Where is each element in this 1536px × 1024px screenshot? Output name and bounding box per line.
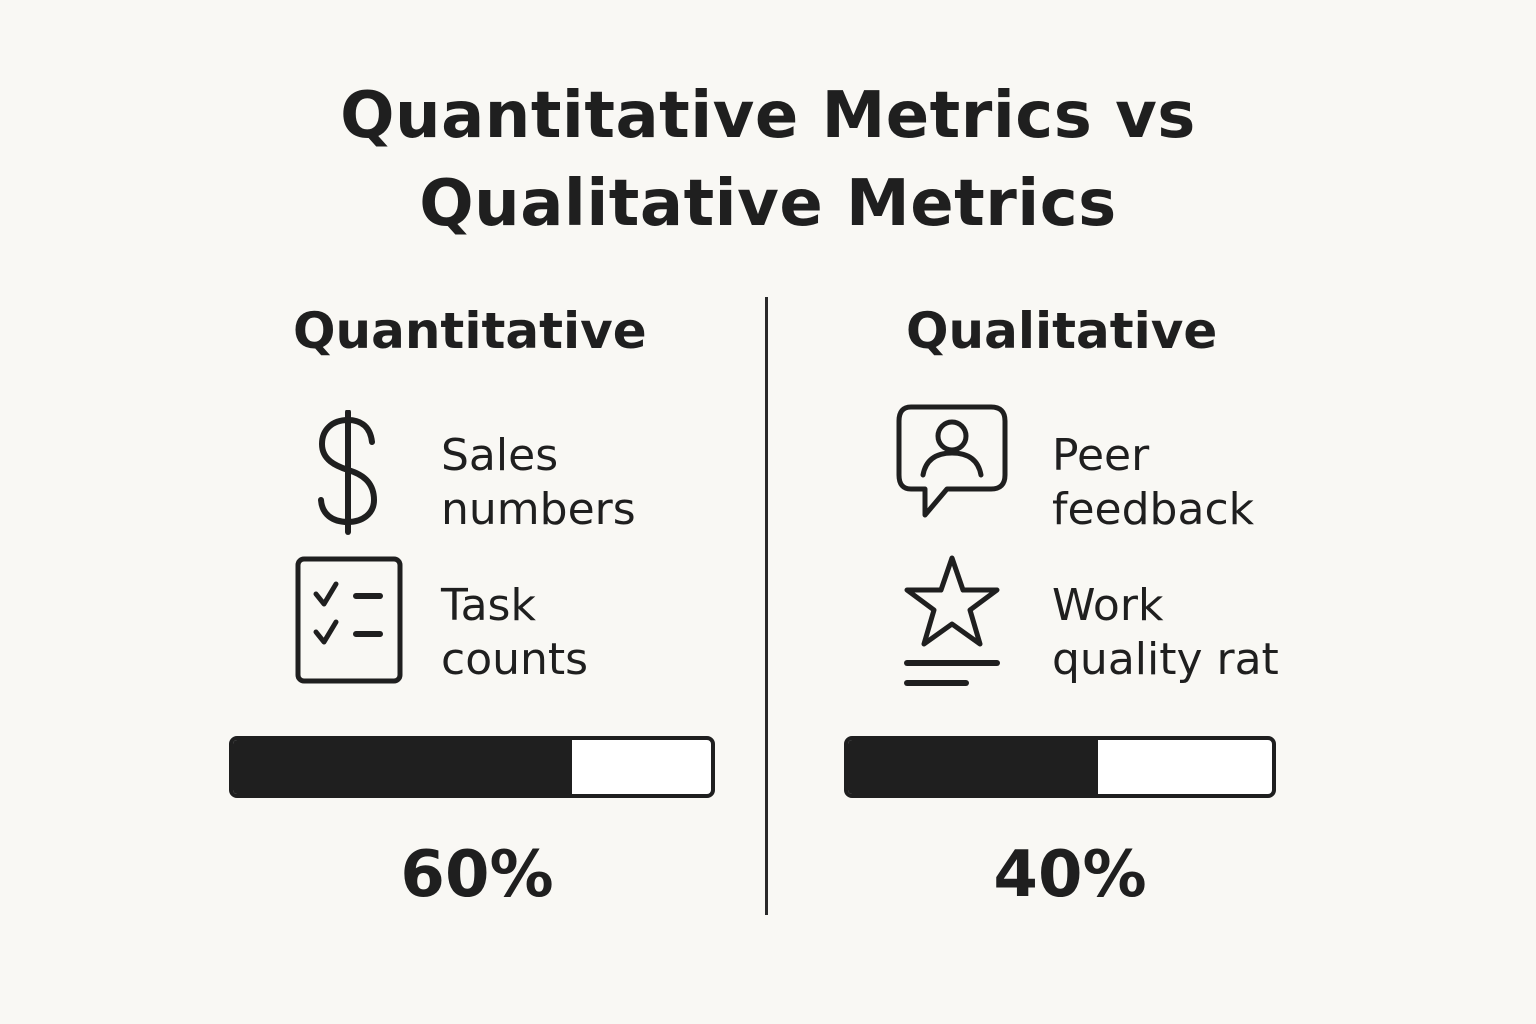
checklist-icon [295,556,403,684]
speech-bubble-person-icon [896,404,1008,518]
page-title: Quantitative Metrics vs Qualitative Metr… [0,72,1536,248]
qualitative-progress-fill [848,740,1099,794]
column-divider [765,297,768,915]
item-work-quality: Work quality rat [1052,580,1279,685]
quantitative-heading: Quantitative [293,302,647,360]
star-rating-icon [904,555,1000,686]
qualitative-progress-bar [844,736,1276,798]
qualitative-percent: 40% [993,838,1147,912]
item-task-counts: Task counts [441,580,589,685]
title-line-1: Quantitative Metrics vs [340,79,1196,153]
qualitative-heading: Qualitative [906,302,1218,360]
item-peer-feedback: Peer feedback [1052,430,1255,535]
dollar-sign-icon [318,410,378,535]
quantitative-progress-fill [233,740,573,794]
quantitative-progress-bar [229,736,715,798]
item-sales-numbers: Sales numbers [441,430,636,535]
title-line-2: Qualitative Metrics [419,167,1117,241]
quantitative-percent: 60% [400,838,554,912]
